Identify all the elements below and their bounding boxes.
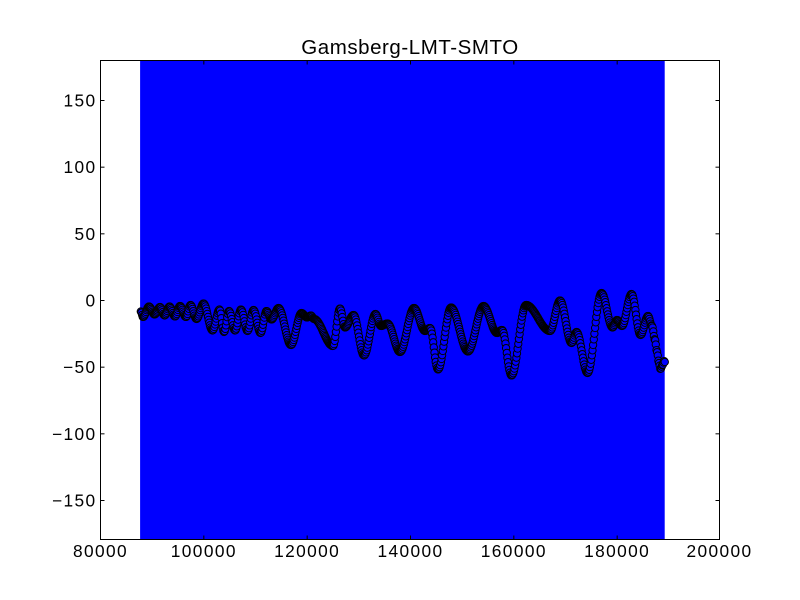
svg-text:0: 0 xyxy=(85,291,96,311)
svg-text:100000: 100000 xyxy=(171,541,237,561)
svg-text:−50: −50 xyxy=(63,357,97,377)
svg-text:150: 150 xyxy=(63,91,96,111)
svg-text:80000: 80000 xyxy=(73,541,128,561)
svg-text:140000: 140000 xyxy=(377,541,443,561)
svg-text:−150: −150 xyxy=(52,491,97,511)
svg-text:160000: 160000 xyxy=(481,541,547,561)
svg-text:50: 50 xyxy=(74,224,96,244)
svg-text:180000: 180000 xyxy=(584,541,650,561)
svg-text:200000: 200000 xyxy=(686,541,752,561)
svg-text:120000: 120000 xyxy=(274,541,340,561)
svg-text:−100: −100 xyxy=(52,424,97,444)
svg-text:100: 100 xyxy=(63,157,96,177)
svg-text:Gamsberg-LMT-SMTO: Gamsberg-LMT-SMTO xyxy=(301,36,518,59)
